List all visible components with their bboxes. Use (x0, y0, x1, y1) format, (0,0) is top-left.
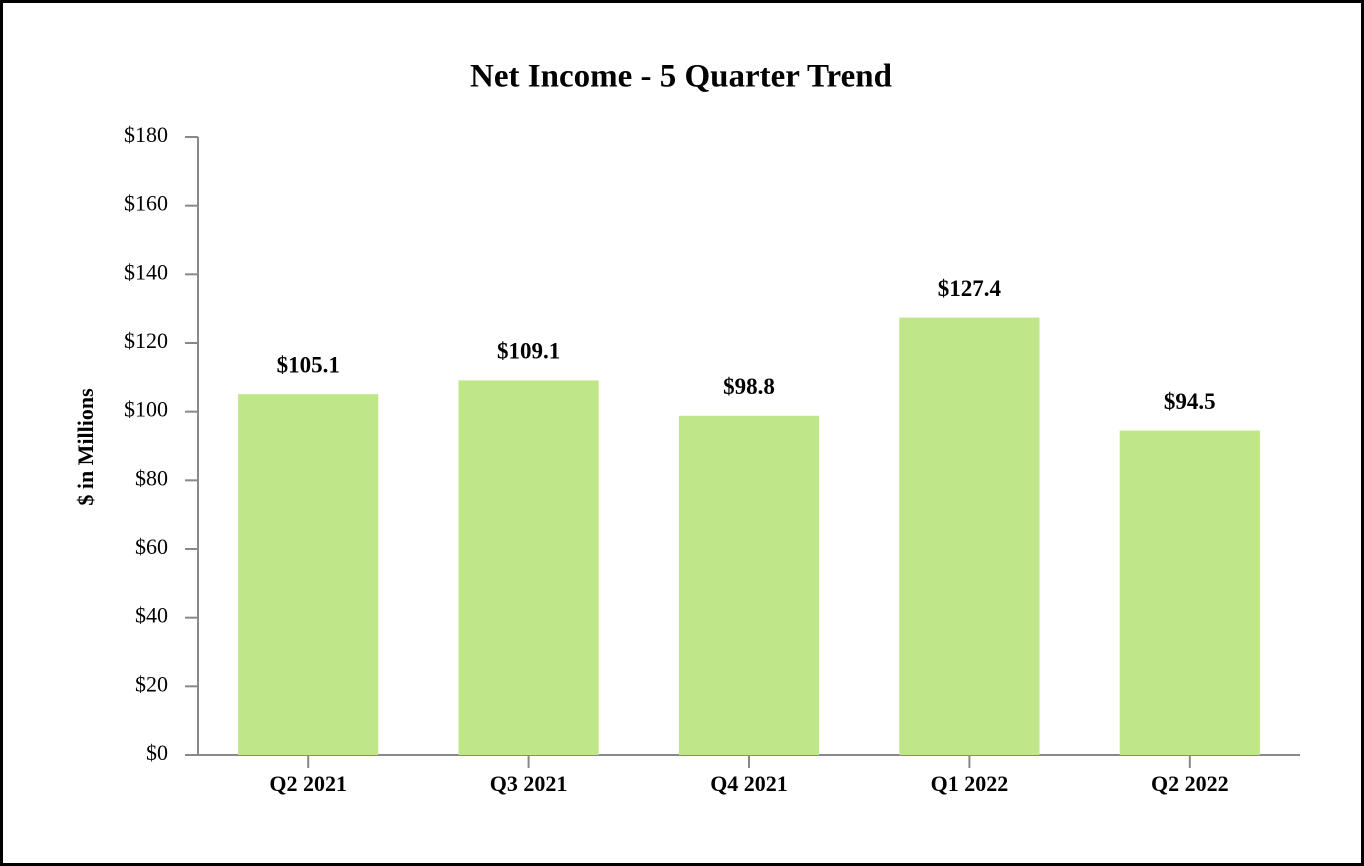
x-tick-label: Q4 2021 (710, 771, 788, 796)
x-tick-label: Q2 2022 (1151, 771, 1229, 796)
bar (678, 415, 820, 755)
value-label: $105.1 (277, 352, 340, 377)
x-tick-label: Q3 2021 (490, 771, 568, 796)
bar (458, 380, 599, 755)
y-tick-label: $140 (124, 259, 168, 284)
x-tick-label: Q1 2022 (931, 771, 1009, 796)
value-label: $94.5 (1164, 389, 1216, 414)
y-tick-label: $120 (124, 328, 168, 353)
bar (1119, 430, 1260, 755)
y-tick-label: $0 (146, 740, 168, 765)
y-tick-label: $160 (124, 191, 168, 216)
y-tick-label: $60 (135, 534, 168, 559)
y-tick-label: $100 (124, 397, 168, 422)
y-tick-label: $80 (135, 465, 168, 490)
bar (899, 317, 1040, 755)
value-label: $98.8 (723, 374, 775, 399)
value-label: $109.1 (497, 339, 560, 364)
y-tick-label: $180 (124, 122, 168, 147)
y-tick-label: $40 (135, 603, 168, 628)
value-label: $127.4 (938, 276, 1002, 301)
bar (238, 394, 379, 755)
y-axis-label: $ in Millions (73, 388, 98, 506)
x-tick-label: Q2 2021 (269, 771, 347, 796)
y-tick-label: $20 (135, 671, 168, 696)
chart-title: Net Income - 5 Quarter Trend (470, 59, 892, 95)
